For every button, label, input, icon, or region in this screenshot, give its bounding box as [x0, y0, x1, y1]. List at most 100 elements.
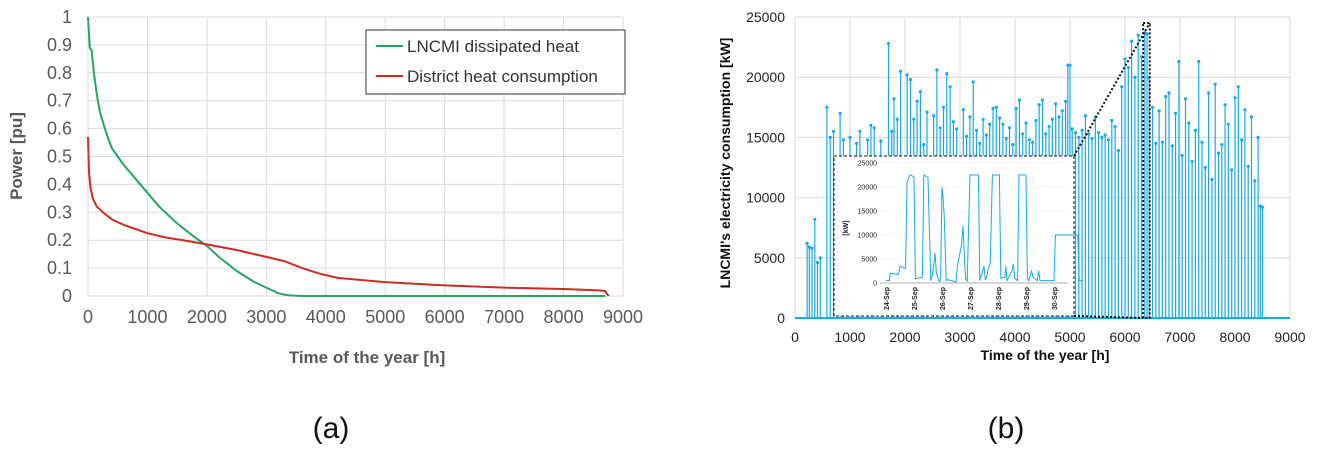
electricity-data-point	[1260, 205, 1265, 209]
chart-a-y-tick-label: 0.6	[47, 119, 72, 139]
electricity-data-point	[1060, 109, 1064, 113]
chart-a-x-tick-label: 7000	[484, 307, 524, 327]
electricity-data-point	[848, 135, 852, 139]
electricity-data-point	[805, 241, 809, 245]
electricity-data-point	[1126, 66, 1130, 70]
electricity-data-point	[1216, 151, 1221, 155]
electricity-data-point	[1223, 103, 1227, 107]
zoom-connector-bottom	[1073, 315, 1144, 319]
chart-a-y-tick-label: 0.4	[47, 174, 72, 194]
electricity-data-point	[1183, 97, 1188, 101]
chart-b-y-tick-label: 20000	[746, 69, 785, 85]
electricity-data-point	[1066, 63, 1070, 67]
electricity-data-point	[1120, 85, 1124, 89]
electricity-data-point	[1150, 105, 1155, 109]
electricity-data-point	[1220, 143, 1224, 147]
inset-ticks: 0 5000 10000 15000 20000 25000 24-Sep 25-Sep 26-…	[858, 161, 1059, 310]
chart-a-x-tick-label: 8000	[544, 307, 584, 327]
electricity-data-point	[1110, 118, 1114, 123]
electricity-data-point	[915, 99, 919, 103]
electricity-data-point	[1207, 91, 1211, 95]
electricity-data-point	[1113, 125, 1117, 129]
electricity-data-point	[951, 120, 956, 124]
chart-b-x-axis-title: Time of the year [h]	[981, 347, 1110, 363]
electricity-data-point	[955, 127, 959, 131]
inset-grid	[880, 162, 1068, 284]
series-lncmi-dissipated-heat	[87, 16, 606, 297]
electricity-data-point	[1177, 59, 1181, 64]
inset-x-tick-label: 25-Sep	[912, 287, 919, 310]
chart-b-x-tick-label: 7000	[1164, 329, 1195, 345]
electricity-data-point	[1017, 98, 1022, 102]
electricity-data-point	[1240, 138, 1244, 142]
electricity-data-point	[1123, 57, 1127, 61]
electricity-data-point	[1044, 132, 1048, 136]
inset-y-tick-label: 20000	[858, 185, 878, 192]
electricity-data-point	[925, 110, 929, 114]
electricity-data-point	[978, 141, 982, 145]
chart-b-x-tick-label: 8000	[1219, 329, 1250, 345]
chart-a-y-tick-label: 0.1	[47, 258, 72, 278]
electricity-data-point	[828, 135, 832, 139]
electricity-data-point	[1087, 132, 1091, 136]
inset-series-electricity	[886, 174, 1082, 283]
electricity-data-point	[968, 115, 972, 119]
inset-y-tick-label: 25000	[858, 161, 878, 168]
inset-x-tick-label: 29-Sep	[1024, 287, 1031, 310]
electricity-data-point	[965, 134, 969, 138]
electricity-data-point	[1136, 33, 1140, 37]
electricity-data-point	[1193, 128, 1197, 132]
electricity-data-point	[831, 129, 836, 133]
inset-frame	[833, 155, 1075, 317]
electricity-data-point	[1027, 138, 1031, 142]
electricity-data-point	[1024, 121, 1028, 125]
chart-b: 0 1000 2000 3000 4000 5000 6000 7000 8000 9000 0 50…	[717, 9, 1306, 445]
electricity-data-point	[1197, 59, 1201, 64]
chart-b-x-tick-label: 2000	[889, 329, 920, 345]
electricity-data-point	[1157, 109, 1161, 113]
electricity-data-point	[1160, 140, 1164, 144]
electricity-data-point	[905, 73, 909, 77]
electricity-data-point	[1064, 99, 1068, 103]
chart-a-ticks: 0 1000 2000 3000 4000 5000 6000 7000 8000 9000 0 0.…	[47, 7, 643, 327]
electricity-data-point	[912, 117, 916, 121]
electricity-data-point	[1007, 126, 1012, 130]
legend-label-district-heat: District heat consumption	[407, 67, 598, 86]
electricity-data-point	[971, 80, 975, 84]
chart-a-x-tick-label: 2000	[187, 307, 227, 327]
chart-b-ticks: 0 1000 2000 3000 4000 5000 6000 7000 8000 9000 0 50…	[746, 9, 1306, 345]
inset-y-tick-label: 15000	[858, 209, 878, 216]
series-district-heat-consumption	[87, 136, 610, 297]
electricity-data-point	[879, 139, 883, 143]
inset-y-tick-label: 10000	[858, 233, 878, 240]
electricity-data-point	[1034, 118, 1038, 123]
electricity-data-point	[866, 138, 870, 142]
inset-y-tick-label: 5000	[861, 257, 877, 264]
inset-x-tick-label: 26-Sep	[940, 287, 947, 310]
electricity-data-point	[974, 128, 979, 132]
chart-a: 0 1000 2000 3000 4000 5000 6000 7000 8000 9000 0 0.…	[7, 7, 643, 445]
chart-b-y-tick-label: 0	[777, 310, 785, 326]
zoom-connector-lines	[1073, 22, 1151, 320]
chart-b-y-axis-title: LNCMI's electricity consumption [kW]	[717, 38, 733, 289]
inset-y-axis-title: [kW]	[843, 220, 850, 235]
electricity-data-point	[841, 138, 846, 142]
inset-x-tick-label: 24-Sep	[884, 287, 891, 310]
electricity-data-point	[961, 108, 965, 112]
electricity-data-point	[1116, 149, 1120, 153]
electricity-data-point	[1130, 39, 1134, 43]
electricity-data-point	[1031, 140, 1035, 144]
electricity-data-point	[981, 117, 985, 121]
electricity-data-point	[1190, 159, 1194, 164]
electricity-data-point	[818, 256, 822, 260]
electricity-data-point	[1249, 115, 1254, 119]
chart-a-y-tick-label: 0.2	[47, 230, 72, 250]
electricity-data-point	[1077, 135, 1081, 139]
electricity-data-point	[1164, 94, 1168, 99]
electricity-data-point	[1001, 122, 1005, 126]
electricity-data-point	[1068, 63, 1072, 67]
electricity-data-point	[1106, 138, 1111, 142]
chart-b-x-tick-label: 3000	[944, 329, 975, 345]
electricity-data-point	[1180, 153, 1184, 158]
electricity-data-point	[994, 105, 998, 109]
